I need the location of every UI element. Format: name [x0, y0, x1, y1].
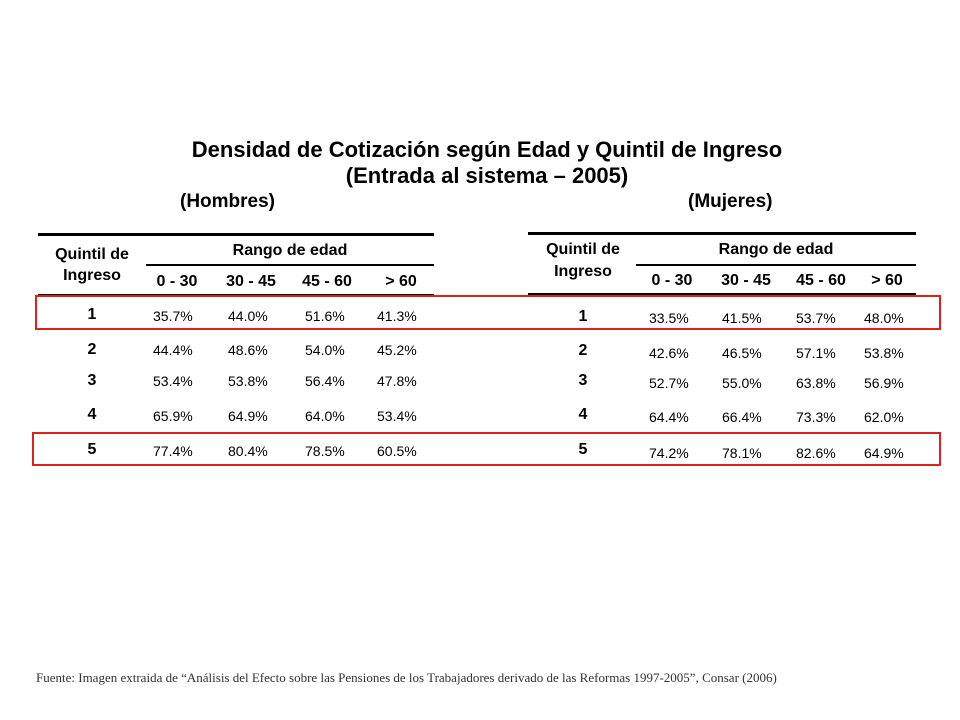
row-label: 4	[87, 406, 97, 423]
table-cell: 53.8%	[864, 345, 904, 361]
row-label: 2	[578, 342, 588, 359]
table-top-rule	[528, 232, 916, 235]
table-cell: 78.1%	[722, 445, 762, 461]
table-cell: 53.7%	[796, 310, 836, 326]
table-cell: 64.0%	[305, 408, 345, 424]
group-label-hombres: (Hombres)	[180, 191, 276, 212]
table-cell: 55.0%	[722, 375, 762, 391]
column-header: 0 - 30	[156, 273, 198, 290]
table-cell: 56.9%	[864, 375, 904, 391]
range-header: Rango de edad	[232, 242, 348, 259]
page-subtitle: (Entrada al sistema – 2005)	[345, 163, 629, 188]
row-label: 3	[87, 372, 97, 389]
table-cell: 62.0%	[864, 409, 904, 425]
group-label-mujeres: (Mujeres)	[688, 191, 773, 212]
table-cell: 74.2%	[649, 445, 689, 461]
table-cell: 41.3%	[377, 308, 417, 324]
table-cell: 44.4%	[153, 342, 193, 358]
table-cell: 53.8%	[228, 373, 268, 389]
table-cell: 47.8%	[377, 373, 417, 389]
table-cell: 77.4%	[153, 443, 193, 459]
column-header: > 60	[385, 273, 417, 290]
column-header: 45 - 60	[796, 272, 846, 289]
table-cell: 45.2%	[377, 342, 417, 358]
table-cell: 66.4%	[722, 409, 762, 425]
table-cell: 60.5%	[377, 443, 417, 459]
table-cell: 41.5%	[722, 310, 762, 326]
row-label: 5	[87, 441, 97, 458]
source-footnote: Fuente: Imagen extraida de “Análisis del…	[36, 670, 777, 685]
table-cell: 44.0%	[228, 308, 268, 324]
table-cell: 56.4%	[305, 373, 345, 389]
table-cell: 57.1%	[796, 345, 836, 361]
table-cell: 82.6%	[796, 445, 836, 461]
header-mid-rule	[146, 264, 434, 266]
table-cell: 48.0%	[864, 310, 904, 326]
column-header: 30 - 45	[721, 272, 771, 289]
quintil-header-line2: Ingreso	[554, 263, 612, 280]
table-cell: 46.5%	[722, 345, 762, 361]
column-header: 0 - 30	[651, 272, 693, 289]
table-cell: 54.0%	[305, 342, 345, 358]
table-cell: 64.4%	[649, 409, 689, 425]
table-cell: 63.8%	[796, 375, 836, 391]
table-cell: 48.6%	[228, 342, 268, 358]
table-cell: 64.9%	[864, 445, 904, 461]
table-cell: 35.7%	[153, 308, 193, 324]
column-header: 45 - 60	[302, 273, 352, 290]
table-cell: 53.4%	[153, 373, 193, 389]
header-bottom-rule	[528, 293, 916, 296]
table-cell: 51.6%	[305, 308, 345, 324]
table-cell: 80.4%	[228, 443, 268, 459]
range-header: Rango de edad	[718, 241, 834, 258]
page-title: Densidad de Cotización según Edad y Quin…	[191, 137, 783, 162]
table-cell: 53.4%	[377, 408, 417, 424]
table-cell: 73.3%	[796, 409, 836, 425]
quintil-header-line1: Quintil de	[55, 246, 129, 263]
column-header: 30 - 45	[226, 273, 276, 290]
header-mid-rule	[636, 264, 916, 266]
table-top-rule	[38, 233, 434, 236]
highlight-box-quintil-1	[35, 295, 941, 330]
quintil-header-line2: Ingreso	[63, 267, 121, 284]
row-label: 4	[578, 406, 588, 423]
column-header: > 60	[871, 272, 903, 289]
table-cell: 78.5%	[305, 443, 345, 459]
table-cell: 33.5%	[649, 310, 689, 326]
row-label: 5	[578, 441, 588, 458]
table-cell: 52.7%	[649, 375, 689, 391]
table-cell: 42.6%	[649, 345, 689, 361]
row-label: 3	[578, 372, 588, 389]
row-label: 1	[578, 308, 588, 325]
row-label: 1	[87, 306, 97, 323]
table-cell: 64.9%	[228, 408, 268, 424]
quintil-header-line1: Quintil de	[546, 241, 620, 258]
row-label: 2	[87, 341, 97, 358]
highlight-box-quintil-5	[32, 432, 941, 466]
table-cell: 65.9%	[153, 408, 193, 424]
